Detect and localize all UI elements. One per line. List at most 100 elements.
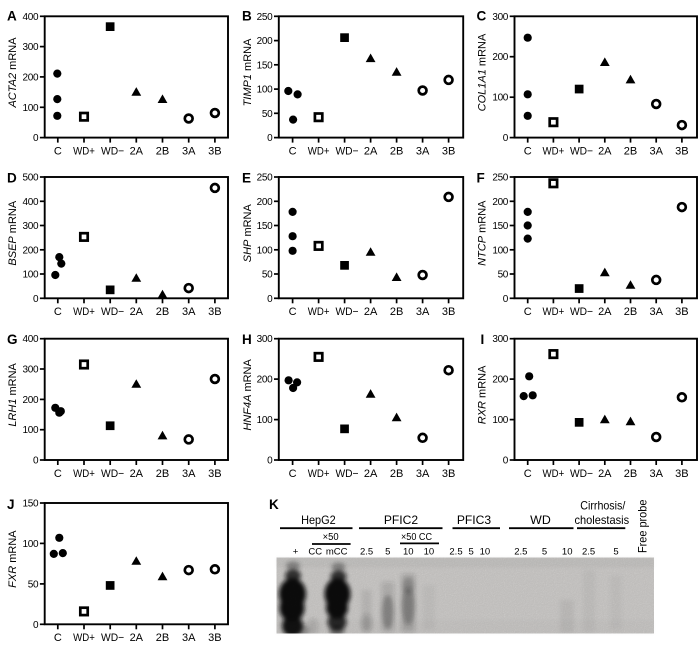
svg-text:0: 0 [267,294,273,305]
svg-text:300: 300 [492,334,508,345]
svg-text:0: 0 [503,456,509,467]
svg-text:250: 250 [492,173,508,184]
svg-text:50: 50 [262,270,273,281]
svg-text:WD−: WD− [570,146,593,158]
svg-text:3B: 3B [208,632,221,644]
svg-text:2A: 2A [130,632,144,644]
svg-text:×50: ×50 [323,532,339,543]
svg-text:3A: 3A [182,468,196,480]
svg-text:WD−: WD− [335,468,358,480]
svg-text:200: 200 [23,245,39,256]
svg-text:5: 5 [468,546,473,557]
svg-text:3B: 3B [442,146,455,158]
svg-text:100: 100 [23,103,39,114]
svg-text:2B: 2B [624,468,637,480]
svg-text:HNF4A mRNA: HNF4A mRNA [242,358,254,430]
svg-text:2A: 2A [130,468,144,480]
svg-text:0: 0 [267,456,273,467]
svg-text:50: 50 [262,109,273,120]
svg-text:C: C [54,146,62,158]
svg-text:C: C [524,146,532,158]
svg-text:3A: 3A [182,146,196,158]
svg-text:2A: 2A [598,468,612,480]
svg-text:2B: 2B [156,306,169,318]
svg-text:WD+: WD+ [308,146,330,158]
svg-text:WD−: WD− [335,146,358,158]
svg-text:3A: 3A [649,468,663,480]
svg-text:3A: 3A [649,306,663,318]
svg-text:400: 400 [23,197,39,208]
svg-text:PFIC2: PFIC2 [384,513,419,527]
svg-text:100: 100 [23,539,39,550]
svg-text:0: 0 [33,620,39,631]
svg-text:400: 400 [23,12,39,23]
svg-text:2B: 2B [624,146,637,158]
svg-text:Cirrhosis/: Cirrhosis/ [580,499,626,513]
svg-text:300: 300 [23,365,39,376]
svg-text:2.5: 2.5 [449,546,462,557]
svg-text:0: 0 [33,294,39,305]
svg-text:50: 50 [498,270,509,281]
svg-text:F: F [477,170,485,185]
svg-text:WD+: WD+ [543,468,565,480]
svg-text:5: 5 [385,546,390,557]
svg-text:100: 100 [257,85,273,96]
svg-text:C: C [289,306,297,318]
svg-text:A: A [7,8,17,23]
svg-text:10: 10 [403,546,414,557]
svg-text:D: D [7,170,17,185]
svg-text:3A: 3A [649,146,663,158]
svg-text:3B: 3B [208,468,221,480]
svg-text:2B: 2B [156,468,169,480]
svg-text:2A: 2A [598,306,612,318]
svg-text:2A: 2A [364,306,378,318]
svg-text:C: C [289,146,297,158]
svg-text:5: 5 [613,546,618,557]
svg-text:WD−: WD− [335,306,358,318]
svg-text:2B: 2B [390,468,403,480]
svg-text:200: 200 [23,72,39,83]
svg-text:250: 250 [257,12,273,23]
svg-text:FXR mRNA: FXR mRNA [7,530,19,588]
svg-text:150: 150 [257,221,273,232]
svg-text:200: 200 [492,52,508,63]
svg-text:50: 50 [28,579,39,590]
svg-text:WD+: WD+ [73,632,95,644]
svg-text:3B: 3B [442,306,455,318]
svg-text:C: C [54,468,62,480]
svg-text:250: 250 [257,173,273,184]
svg-text:WD−: WD− [570,306,593,318]
svg-text:J: J [7,497,15,512]
svg-text:0: 0 [503,133,509,144]
svg-text:3B: 3B [208,146,221,158]
svg-text:WD−: WD− [101,146,124,158]
svg-text:RXR mRNA: RXR mRNA [477,365,489,424]
svg-text:150: 150 [23,499,39,510]
svg-text:2.5: 2.5 [582,546,595,557]
svg-text:3A: 3A [416,468,430,480]
svg-text:3A: 3A [416,146,430,158]
svg-text:×50 CC: ×50 CC [401,532,432,543]
svg-text:C: C [54,306,62,318]
svg-text:G: G [7,332,18,347]
svg-text:2B: 2B [624,306,637,318]
svg-text:WD−: WD− [101,632,124,644]
svg-text:B: B [242,8,252,23]
svg-text:WD+: WD+ [73,306,95,318]
svg-text:WD+: WD+ [308,306,330,318]
svg-text:2A: 2A [364,146,378,158]
svg-text:200: 200 [492,375,508,386]
svg-text:WD−: WD− [101,468,124,480]
svg-text:100: 100 [23,425,39,436]
svg-text:PFIC3: PFIC3 [457,513,492,527]
svg-text:C: C [524,306,532,318]
svg-text:Free probe: Free probe [636,499,650,553]
svg-text:0: 0 [503,294,509,305]
svg-text:200: 200 [23,395,39,406]
svg-text:WD−: WD− [570,468,593,480]
svg-text:ACTA2 mRNA: ACTA2 mRNA [7,37,19,109]
svg-text:3A: 3A [182,306,196,318]
svg-text:0: 0 [33,456,39,467]
svg-text:300: 300 [23,221,39,232]
svg-text:COL1A1 mRNA: COL1A1 mRNA [477,33,489,111]
